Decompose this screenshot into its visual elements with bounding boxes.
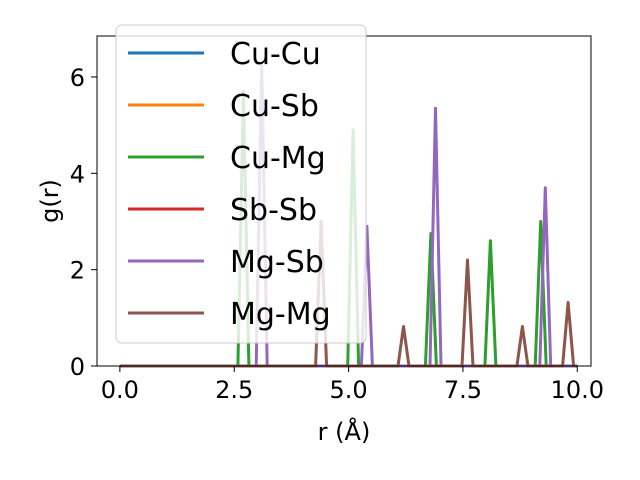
x-tick-label: 5.0 (329, 376, 367, 404)
x-axis: 0.0 2.5 5.0 7.5 10.0 (101, 366, 604, 404)
y-tick-label: 0 (70, 353, 85, 381)
legend-label: Cu-Sb (230, 89, 319, 124)
legend: Cu-Cu Cu-Sb Cu-Mg Sb-Sb Mg-Sb Mg-Mg (115, 24, 367, 344)
x-tick-label: 2.5 (215, 376, 253, 404)
legend-label: Cu-Cu (230, 37, 321, 72)
y-tick-label: 6 (70, 64, 85, 92)
legend-label: Cu-Mg (230, 141, 326, 176)
x-tick-label: 0.0 (101, 376, 139, 404)
y-tick-label: 4 (70, 160, 85, 188)
x-tick-label: 10.0 (551, 376, 604, 404)
y-axis-label: g(r) (36, 179, 64, 223)
y-axis: 0 2 4 6 (70, 64, 97, 381)
legend-label: Sb-Sb (230, 193, 317, 228)
legend-label: Mg-Sb (230, 245, 324, 280)
legend-label: Mg-Mg (230, 297, 331, 332)
x-tick-label: 7.5 (444, 376, 482, 404)
legend-box (115, 24, 367, 344)
x-axis-label: r (Å) (318, 417, 371, 446)
y-tick-label: 2 (70, 257, 85, 285)
